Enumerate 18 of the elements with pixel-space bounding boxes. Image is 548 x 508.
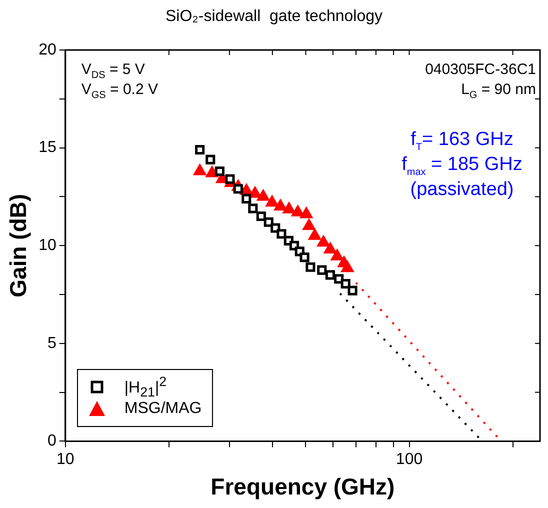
annotation: L$_{G}$ = 90 nm [461,81,536,101]
annotation: V$_{GS}$ = 0.2 V [81,81,158,101]
legend-label: MSG/MAG [124,400,202,418]
annotation: V$_{DS}$ = 5 V [81,61,145,81]
annotation: f$_{max}$ = 185 GHz [402,154,522,178]
y-tick-label: 5 [47,334,56,352]
annotation: f$_{T}$= 163 GHz [410,129,514,153]
y-tick-label: 15 [38,139,56,156]
annotation: (passivated) [410,179,514,200]
chart-title: SiO₂-sidewall gate technology [164,8,384,26]
annotation: 040305FC-36C1 [425,61,536,78]
x-axis-title: Frequency (GHz) [210,474,395,500]
legend-label: |H$_{21}$|$^{2}$ [124,374,167,400]
x-tick-label: 100 [396,451,423,468]
y-tick-label: 20 [38,41,56,58]
y-tick-label: 0 [47,432,56,450]
y-tick-label: 10 [38,237,56,254]
y-axis-title: Gain (dB) [5,194,32,298]
